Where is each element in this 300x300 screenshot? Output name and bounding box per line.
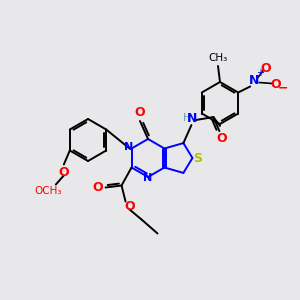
Text: N: N bbox=[124, 142, 133, 152]
Text: O: O bbox=[58, 166, 69, 179]
Text: N: N bbox=[187, 112, 198, 124]
Text: O: O bbox=[135, 106, 145, 119]
Text: OCH₃: OCH₃ bbox=[34, 185, 62, 196]
Text: O: O bbox=[92, 181, 103, 194]
Text: O: O bbox=[271, 78, 281, 91]
Text: CH₃: CH₃ bbox=[208, 53, 228, 63]
Text: O: O bbox=[261, 62, 272, 75]
Text: −: − bbox=[278, 81, 288, 94]
Text: N: N bbox=[143, 173, 153, 183]
Text: H: H bbox=[183, 113, 192, 123]
Text: O: O bbox=[216, 132, 227, 145]
Text: O: O bbox=[124, 200, 135, 213]
Text: +: + bbox=[256, 68, 264, 79]
Text: N: N bbox=[249, 74, 260, 87]
Text: S: S bbox=[193, 152, 202, 164]
